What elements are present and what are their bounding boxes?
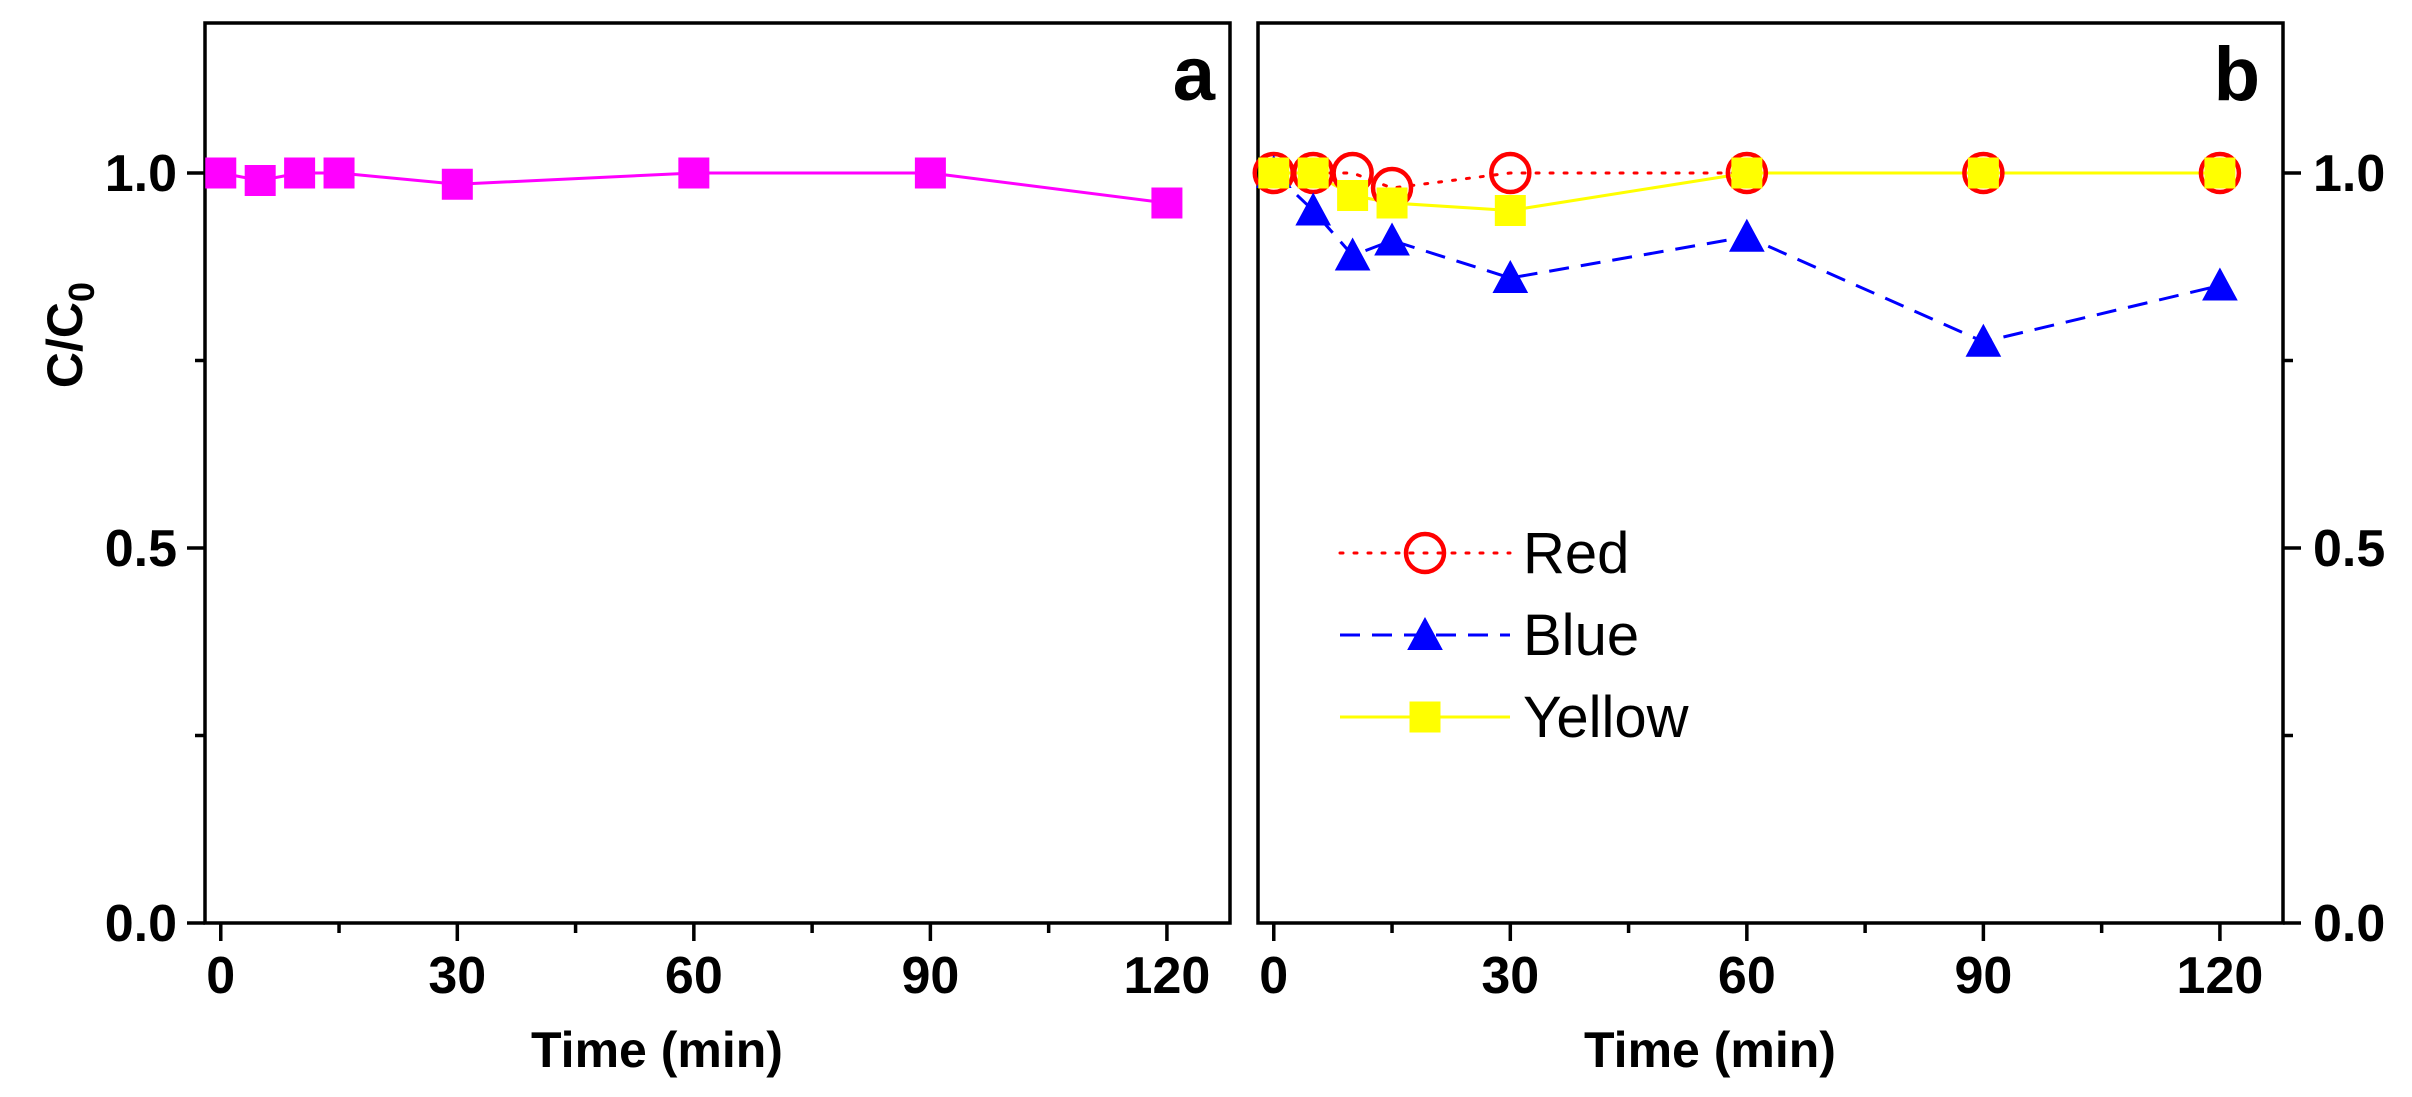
panel-b-x-tick-label-60: 60 <box>1718 947 1776 1005</box>
panel-a-x-tick-label-60: 60 <box>665 947 723 1005</box>
panel-b-series-2-point-6 <box>1967 157 1999 189</box>
panel-b-series-0-point-5 <box>1725 151 1769 195</box>
panel-a-series-0-point-1 <box>244 165 276 196</box>
panel-b-series-1-point-3 <box>1374 222 1410 256</box>
panel-b-y-tick-label-1: 0.5 <box>2313 520 2385 578</box>
panel-b-series-1-point-6 <box>1965 323 2002 357</box>
panel-b-series-2-point-2 <box>1337 180 1369 211</box>
panel-a-y-tick-label-2: 1.0 <box>105 145 177 203</box>
panel-a-x-axis-title: Time (min) <box>531 1022 783 1078</box>
panel-a-x-tick-label-30: 30 <box>428 947 486 1005</box>
panel-a-series-0-point-0 <box>205 157 237 189</box>
panel-a-x-tick-label-90: 90 <box>901 947 959 1005</box>
panel-a-frame <box>203 21 1232 925</box>
panel-b-y-tick-label-0: 0.0 <box>2313 895 2385 953</box>
panel-b-series-2-point-3 <box>1376 187 1408 219</box>
panel-a-label: a <box>1173 32 1216 117</box>
legend-label-1: Blue <box>1523 603 1639 668</box>
panel-b-series-1-point-1 <box>1295 192 1332 226</box>
y-axis-title-subscript: 0 <box>61 282 102 302</box>
panel-b-series-1-point-4 <box>1492 259 1529 293</box>
panel-a-series-0-point-3 <box>323 157 355 189</box>
panel-a-series-0-point-6 <box>914 157 946 189</box>
panel-b-series-2-point-1 <box>1297 157 1329 189</box>
panel-b-series-1-line <box>1272 171 2221 344</box>
panel-a-series-0-point-2 <box>284 157 316 189</box>
panel-b-series-0-point-7 <box>2198 151 2242 195</box>
panel-b-series-1-point-5 <box>1729 218 1765 252</box>
panel-b-series-2-point-0 <box>1258 157 1290 189</box>
panel-b-series-2-point-4 <box>1494 195 1526 226</box>
panel-a-x-tick-label-0: 0 <box>206 947 235 1005</box>
panel-b-frame <box>1256 21 2285 925</box>
panel-a-series-0-point-4 <box>441 168 473 200</box>
panel-a-series-0-point-5 <box>678 157 710 189</box>
panel-b-x-tick-label-0: 0 <box>1259 947 1288 1005</box>
panel-b-y-tick-label-2: 1.0 <box>2313 145 2385 203</box>
panel-b-x-tick-label-90: 90 <box>1954 947 2012 1005</box>
y-axis-title-main: C/C <box>37 302 93 388</box>
panel-a-y-tick-label-1: 0.5 <box>105 520 177 578</box>
panel-a-y-tick-label-0: 0.0 <box>105 895 177 953</box>
panel-a-x-tick-label-120: 120 <box>1124 947 1211 1005</box>
panel-b-x-tick-label-30: 30 <box>1481 947 1539 1005</box>
legend-marker-2 <box>1409 701 1441 733</box>
panel-b-series-2-point-5 <box>1731 157 1763 189</box>
legend-label-2: Yellow <box>1523 685 1690 750</box>
panel-b-x-axis-title: Time (min) <box>1584 1022 1836 1078</box>
panel-a: a Time (min) 0 30 60 90 120 0.0 0.5 1.0 <box>105 21 1232 1078</box>
panel-b-series-0-point-6 <box>1962 151 2005 195</box>
legend-marker-1 <box>1407 616 1443 650</box>
panel-b: b Time (min) 0 30 60 90 120 0.0 0.5 1.0 Red Blue Y… <box>1252 21 2385 1078</box>
legend-marker-0 <box>1403 531 1447 575</box>
panel-a-series-0-point-7 <box>1151 187 1183 219</box>
panel-b-series-1-point-7 <box>2202 267 2238 301</box>
panel-b-x-tick-label-120: 120 <box>2177 947 2264 1005</box>
panel-b-label: b <box>2214 32 2260 117</box>
panel-b-series-1-point-2 <box>1334 237 1371 271</box>
panel-b-series-0-point-4 <box>1489 151 1532 195</box>
legend-label-0: Red <box>1523 521 1629 586</box>
panel-b-series-2-point-7 <box>2204 157 2236 189</box>
y-axis-title: C/C0 <box>37 282 102 388</box>
